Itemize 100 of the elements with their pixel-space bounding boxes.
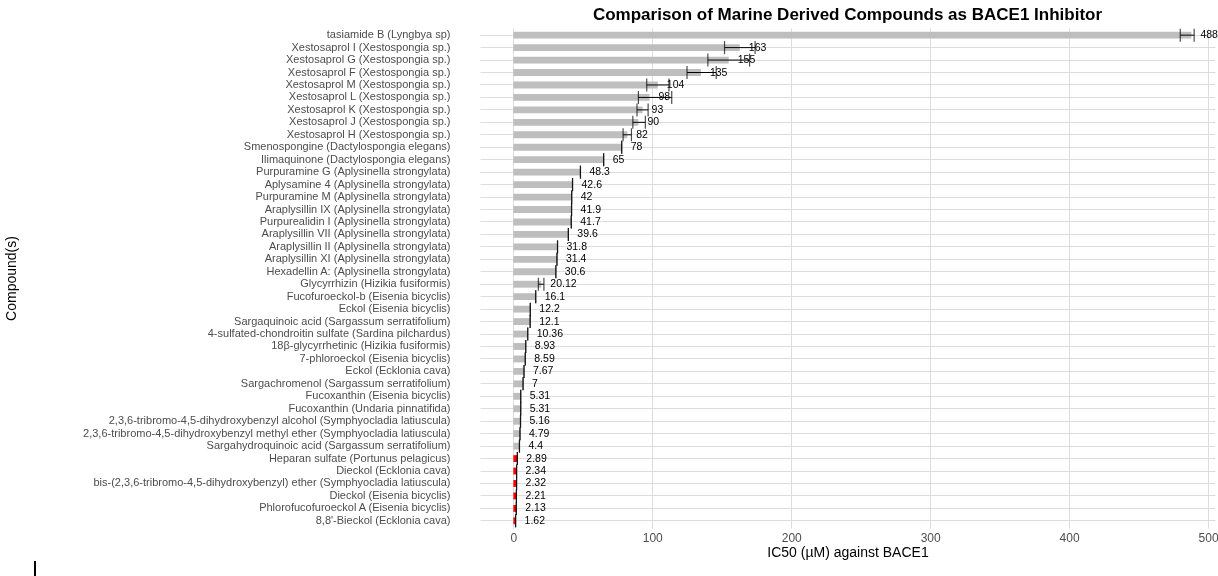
y-tick-label: Xestosaprol L (Xestospongia sp.): [288, 90, 451, 103]
y-tick-label: Eckol (Ecklonia cava): [345, 364, 451, 377]
data-label: 104: [666, 77, 685, 90]
bar: [513, 255, 557, 263]
x-tick-label: 500: [1198, 530, 1218, 545]
y-tick-label: Xestosaprol K (Xestospongia sp.): [287, 102, 451, 115]
y-tick-label: Araplysillin XI (Aplysinella strongylata): [264, 252, 451, 265]
data-label: 2.32: [525, 476, 547, 489]
y-axis-title: Compound(s): [2, 236, 19, 321]
bar: [513, 305, 531, 313]
y-tick-label: Ilimaquinone (Dactylospongia elegans): [260, 152, 451, 165]
data-label: 31.8: [566, 239, 588, 252]
data-label: 12.2: [539, 302, 560, 315]
bar: [513, 206, 572, 213]
data-label: 2.34: [525, 464, 547, 477]
bar: [513, 343, 526, 350]
y-tick-label: Aplysamine 4 (Aplysinella strongylata): [264, 177, 451, 190]
y-tick-label: Sargachromenol (Sargassum serratifolium): [240, 376, 451, 389]
data-label: 41.9: [580, 202, 602, 215]
data-label: 39.6: [577, 227, 598, 240]
bar: [513, 318, 531, 326]
data-label: 1.62: [524, 513, 546, 526]
data-label: 10.36: [536, 327, 564, 340]
bar: [513, 293, 536, 301]
y-tick-label: Fucoxanthin (Undaria pinnatifida): [288, 401, 451, 414]
y-tick-label: bis-(2,3,6-tribromo-4,5-dihydroxybenzyl) ether (Symphyocladia latiuscula): [93, 476, 451, 489]
bar: [513, 230, 569, 238]
y-tick-label: Xestosaprol G (Xestospongia sp.): [286, 53, 451, 66]
data-label: 7.67: [533, 364, 554, 377]
data-label: 42: [580, 190, 593, 203]
data-label: 41.7: [580, 214, 601, 227]
data-label: 2.13: [525, 501, 546, 514]
data-label: 12.1: [539, 314, 560, 327]
y-tick-label: tasiamide B (Lyngbya sp): [326, 28, 451, 41]
y-tick-label: Xestosaprol M (Xestospongia sp.): [285, 77, 451, 90]
bar: [513, 380, 524, 388]
data-label: 30.6: [564, 264, 586, 277]
data-label: 16.1: [544, 289, 566, 302]
data-label: 90: [647, 115, 660, 128]
chart-title: Comparison of Marine Derived Compounds as BACE1 Inhibitor: [592, 5, 1103, 24]
data-label: 20.12: [550, 277, 577, 290]
bar: [513, 168, 581, 176]
data-label: 488: [1200, 28, 1218, 41]
y-tick-label: 2,3,6-tribromo-4,5-dihydroxybenzyl alcohol (Symphyocladia latiuscula): [108, 414, 451, 427]
bar: [513, 355, 526, 363]
data-label: 2.21: [525, 488, 547, 501]
y-tick-label: Sargahydroquinoic acid (Sargassum serratifolium): [206, 439, 451, 452]
data-label: 5.31: [529, 389, 551, 402]
x-tick-label: 0: [510, 530, 518, 545]
bar: [513, 243, 558, 251]
x-tick-label: 400: [1059, 530, 1080, 545]
data-label: 8.59: [534, 351, 555, 364]
y-tick-label: Eckol (Eisenia bicyclis): [338, 302, 451, 315]
data-label: 78: [630, 140, 643, 153]
data-label: 7: [532, 376, 539, 389]
y-tick-label: Araplysillin VII (Aplysinella strongylata): [261, 227, 451, 240]
x-axis-title: IC50 (µM) against BACE1: [767, 543, 929, 560]
y-tick-label: 8,8'-Bieckol (Ecklonia cava): [315, 513, 451, 526]
y-tick-label: Araplysillin II (Aplysinella strongylata): [268, 239, 451, 252]
data-label: 5.16: [529, 414, 551, 427]
bar: [513, 143, 622, 151]
y-tick-label: Araplysillin IX (Aplysinella strongylata): [264, 202, 451, 215]
data-label: 31.4: [565, 252, 587, 265]
y-tick-label: Phlorofucofuroeckol A (Eisenia bicyclis): [259, 501, 451, 514]
y-tick-label: 2,3,6-tribromo-4,5-dihydroxybenzyl methyl ether (Symphyocladia latiuscula): [83, 426, 451, 439]
x-tick-label: 300: [920, 530, 941, 545]
y-tick-label: Xestosaprol H (Xestospongia sp.): [286, 127, 451, 140]
data-label: 4.79: [529, 426, 550, 439]
data-label: 8.93: [534, 339, 556, 352]
y-tick-label: Xestosaprol J (Xestospongia sp.): [289, 115, 451, 128]
bar: [513, 268, 556, 276]
data-label: 5.31: [529, 401, 551, 414]
x-tick-label: 200: [781, 530, 803, 545]
y-tick-label: 7-phloroeckol (Eisenia bicyclis): [299, 351, 451, 364]
data-label: 82: [636, 127, 649, 140]
data-label: 2.89: [526, 451, 547, 464]
bar: [513, 367, 524, 375]
y-tick-label: Xestosaprol I (Xestospongia sp.): [291, 40, 451, 53]
data-label: 4.4: [528, 439, 544, 452]
y-tick-label: Purpuramine M (Aplysinella strongylata): [255, 190, 451, 203]
y-tick-label: 4-sulfated-chondroitin sulfate (Sardina pilchardus): [207, 327, 451, 340]
data-label: 42.6: [581, 177, 603, 190]
data-label: 163: [748, 40, 767, 53]
y-tick-label: Heparan sulfate (Portunus pelagicus): [268, 451, 451, 464]
y-tick-label: 18β-glycyrrhetinic (Hizikia fusiformis): [271, 339, 451, 352]
bar: [513, 181, 573, 189]
y-tick-label: Glycyrrhizin (Hizikia fusiformis): [300, 277, 451, 290]
y-tick-label: Hexadellin A: (Aplysinella strongylata): [266, 264, 451, 277]
data-label: 93: [651, 102, 664, 115]
y-tick-label: Dieckol (Ecklonia cava): [336, 464, 451, 477]
y-tick-label: Dieckol (Eisenia bicyclis): [329, 488, 451, 501]
y-tick-label: Fucoxanthin (Eisenia bicyclis): [305, 389, 451, 402]
y-tick-label: Purpuramine G (Aplysinella strongylata): [256, 165, 451, 178]
y-tick-label: Fucofuroeckol-b (Eisenia bicyclis): [286, 289, 451, 302]
y-tick-label: Smenospongine (Dactylospongia elegans): [243, 140, 451, 153]
bar: [513, 156, 604, 164]
y-tick-label: Sargaquinoic acid (Sargassum serratifolium): [234, 314, 451, 327]
data-label: 48.3: [589, 165, 611, 178]
x-tick-label: 100: [642, 530, 664, 545]
y-tick-label: Purpurealidin I (Aplysinella strongylata): [259, 214, 451, 227]
